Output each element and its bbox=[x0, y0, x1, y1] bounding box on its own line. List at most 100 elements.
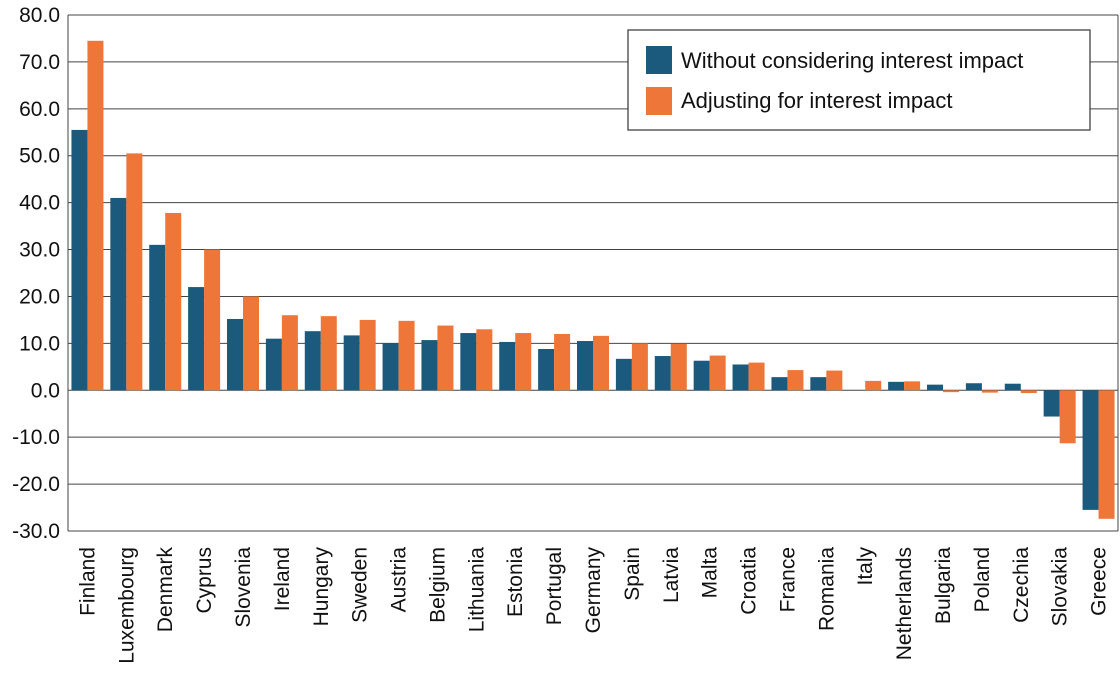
bar-adjusted-interest bbox=[787, 370, 804, 391]
bar-without-interest bbox=[227, 318, 243, 391]
y-tick-label: -30.0 bbox=[12, 520, 60, 543]
legend-swatch-series-1 bbox=[646, 46, 672, 74]
bar-adjusted-interest bbox=[398, 320, 415, 391]
bar-without-interest bbox=[421, 340, 438, 391]
bar-adjusted-interest bbox=[320, 316, 337, 391]
bar-adjusted-interest bbox=[87, 40, 104, 391]
bar-adjusted-interest bbox=[359, 319, 376, 391]
x-tick-label: Croatia bbox=[738, 547, 761, 615]
y-tick-label: 40.0 bbox=[19, 192, 60, 215]
bar-without-interest bbox=[265, 338, 282, 391]
bar-adjusted-interest bbox=[437, 325, 454, 391]
x-tick-label: Sweden bbox=[349, 547, 372, 623]
bar-without-interest bbox=[732, 364, 749, 391]
bar-without-interest bbox=[965, 383, 982, 391]
x-tick-label: Finland bbox=[76, 547, 99, 616]
x-tick-label: Czechia bbox=[1010, 547, 1033, 623]
y-tick-label: 10.0 bbox=[19, 332, 60, 355]
bar-adjusted-interest bbox=[593, 335, 609, 391]
bar-adjusted-interest bbox=[670, 343, 687, 391]
x-axis: Finland Luxembourg Denmark Cyprus Slovenia Ir… bbox=[76, 547, 1110, 664]
bar-without-interest bbox=[149, 244, 166, 391]
bar-adjusted-interest bbox=[554, 333, 571, 391]
x-tick-label: Romania bbox=[815, 547, 838, 631]
y-tick-label: 80.0 bbox=[19, 4, 60, 27]
y-tick-label: -20.0 bbox=[12, 473, 60, 496]
x-tick-label: Lithuania bbox=[465, 547, 488, 633]
x-tick-label: Malta bbox=[699, 547, 722, 599]
bar-without-interest bbox=[538, 348, 555, 391]
bar-without-interest bbox=[771, 377, 788, 391]
bar-adjusted-interest bbox=[826, 370, 843, 391]
bar-without-interest bbox=[382, 343, 399, 391]
bar-without-interest bbox=[1004, 383, 1021, 391]
bar-without-interest bbox=[110, 197, 127, 391]
y-tick-label: 20.0 bbox=[19, 285, 60, 308]
x-tick-label: Bulgaria bbox=[932, 547, 955, 624]
bar-without-interest bbox=[1043, 390, 1060, 417]
bar-adjusted-interest bbox=[243, 296, 259, 391]
y-tick-label: 60.0 bbox=[19, 98, 60, 121]
y-tick-label: 0.0 bbox=[31, 379, 60, 402]
bar-adjusted-interest bbox=[281, 315, 298, 391]
bar-adjusted-interest bbox=[126, 153, 143, 391]
bar-adjusted-interest bbox=[1098, 390, 1115, 519]
x-tick-label: Hungary bbox=[310, 547, 333, 627]
x-tick-label: Austria bbox=[388, 547, 411, 613]
bars bbox=[71, 40, 1115, 519]
bar-without-interest bbox=[615, 358, 632, 391]
bar-adjusted-interest bbox=[1020, 390, 1037, 394]
x-tick-label: Slovakia bbox=[1049, 547, 1072, 627]
x-tick-label: Spain bbox=[621, 547, 644, 601]
bar-without-interest bbox=[1082, 390, 1099, 510]
bar-adjusted-interest bbox=[709, 355, 726, 391]
y-axis: -30.0 -20.0 -10.0 0.0 10.0 20.0 30.0 40.0 50.0 60… bbox=[12, 4, 1119, 543]
bar-without-interest bbox=[888, 381, 905, 391]
bar-without-interest bbox=[654, 356, 671, 391]
y-tick-label: 70.0 bbox=[19, 51, 60, 74]
y-tick-label: 30.0 bbox=[19, 239, 60, 262]
x-tick-label: Poland bbox=[971, 547, 994, 612]
bar-adjusted-interest bbox=[943, 390, 959, 393]
bar-without-interest bbox=[188, 287, 205, 391]
x-tick-label: Netherlands bbox=[893, 547, 916, 660]
bar-without-interest bbox=[71, 129, 88, 391]
bar-without-interest bbox=[343, 335, 360, 391]
x-tick-label: Estonia bbox=[504, 547, 527, 617]
bar-adjusted-interest bbox=[904, 381, 921, 391]
x-tick-label: Luxembourg bbox=[115, 547, 138, 664]
bar-without-interest bbox=[927, 384, 943, 391]
bar-without-interest bbox=[304, 331, 321, 391]
bar-without-interest bbox=[460, 333, 477, 391]
bar-adjusted-interest bbox=[865, 380, 882, 391]
x-tick-label: Denmark bbox=[154, 547, 177, 633]
bar-without-interest bbox=[810, 377, 827, 391]
legend-swatch-series-2 bbox=[646, 87, 672, 115]
bar-adjusted-interest bbox=[1059, 390, 1076, 444]
y-tick-label: -10.0 bbox=[12, 426, 60, 449]
x-tick-label: Latvia bbox=[660, 547, 683, 603]
bar-adjusted-interest bbox=[476, 329, 493, 391]
bar-adjusted-interest bbox=[631, 343, 648, 391]
legend-label-series-1: Without considering interest impact bbox=[681, 48, 1023, 73]
x-tick-label: Ireland bbox=[271, 547, 294, 611]
x-tick-label: Slovenia bbox=[232, 547, 255, 628]
bar-adjusted-interest bbox=[204, 249, 221, 391]
x-tick-label: Greece bbox=[1088, 547, 1111, 616]
x-tick-label: Portugal bbox=[543, 547, 566, 625]
x-tick-label: Germany bbox=[582, 547, 605, 634]
y-tick-label: 50.0 bbox=[19, 145, 60, 168]
x-tick-label: Italy bbox=[854, 547, 877, 586]
bar-adjusted-interest bbox=[981, 390, 998, 393]
legend-box bbox=[627, 29, 1091, 131]
bar-adjusted-interest bbox=[748, 362, 765, 391]
legend: Without considering interest impact Adju… bbox=[627, 29, 1091, 131]
bar-without-interest bbox=[577, 341, 593, 391]
legend-label-series-2: Adjusting for interest impact bbox=[681, 88, 952, 113]
bar-adjusted-interest bbox=[515, 333, 532, 391]
x-tick-label: Belgium bbox=[426, 547, 449, 623]
x-tick-label: France bbox=[776, 547, 799, 612]
bar-without-interest bbox=[499, 341, 516, 391]
bar-adjusted-interest bbox=[165, 212, 182, 391]
